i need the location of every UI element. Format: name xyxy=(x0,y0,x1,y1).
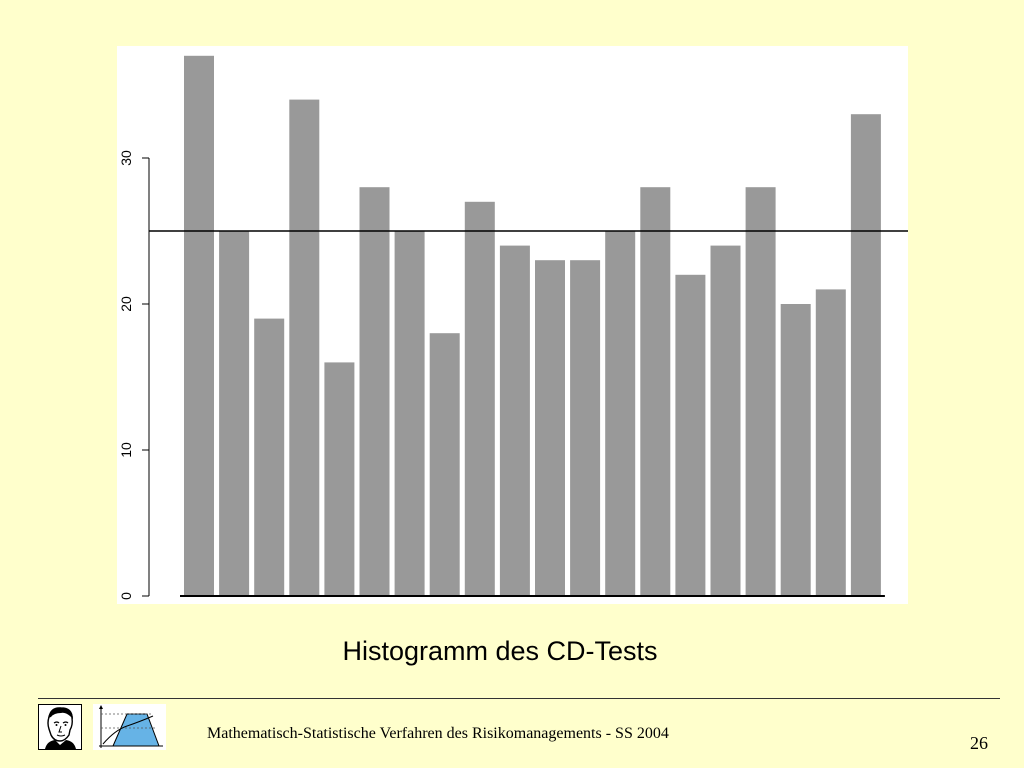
bar-14 xyxy=(640,187,671,596)
bar-10 xyxy=(499,245,530,596)
chart-caption: Histogramm des CD-Tests xyxy=(342,636,658,666)
y-tick-label-0: 0 xyxy=(118,592,134,600)
bar-6 xyxy=(359,187,390,596)
bar-19 xyxy=(815,289,846,596)
page-number: 26 xyxy=(970,733,988,753)
bar-4 xyxy=(289,99,320,596)
bar-3 xyxy=(254,318,285,596)
y-tick-label-20: 20 xyxy=(118,296,134,312)
bar-18 xyxy=(780,304,811,596)
y-tick-label-10: 10 xyxy=(118,442,134,458)
bar-5 xyxy=(324,362,355,596)
bar-16 xyxy=(710,245,741,596)
histogram-chart: 0 10 20 30 xyxy=(118,55,908,600)
bar-2 xyxy=(219,231,250,596)
y-tick-label-30: 30 xyxy=(118,150,134,166)
bar-15 xyxy=(675,274,706,596)
bar-17 xyxy=(745,187,776,596)
footer-title: Mathematisch-Statistische Verfahren des … xyxy=(207,725,669,742)
footer-divider xyxy=(38,698,1000,699)
trapezoid-graph-icon xyxy=(93,704,166,750)
bar-12 xyxy=(570,260,601,596)
bar-11 xyxy=(535,260,565,596)
bar-7 xyxy=(394,231,425,596)
bar-8 xyxy=(429,333,460,596)
bar-1 xyxy=(184,55,214,597)
bar-13 xyxy=(605,231,636,596)
bar-20 xyxy=(850,114,881,596)
chart-panel: 0 10 20 30 xyxy=(117,46,908,604)
goethe-portrait-icon xyxy=(38,704,82,750)
bar-9 xyxy=(464,201,495,597)
